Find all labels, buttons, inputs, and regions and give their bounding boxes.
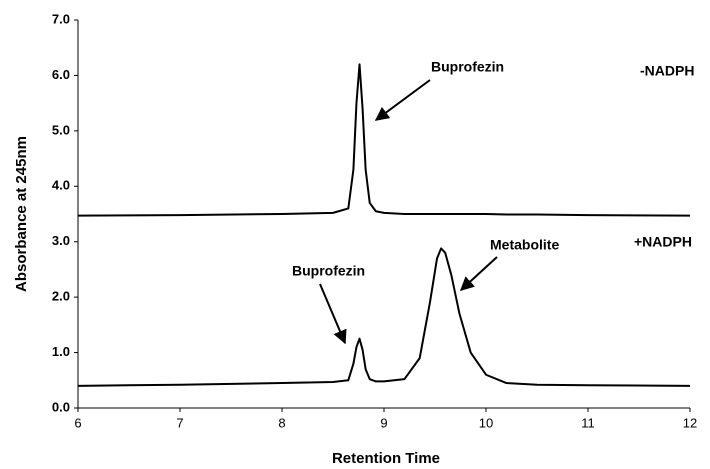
y-tick-label: 4.0 [52,178,70,193]
series-line [77,247,691,387]
arrow [374,79,431,121]
annotation: Buprofezin [431,59,504,75]
arrow [459,256,498,291]
y-axis-title: Absorbance at 245nm [13,136,30,292]
annotation: +NADPH [634,234,692,250]
arrow [319,283,347,345]
y-tick-label: 2.0 [52,289,70,304]
y-tick-label: 3.0 [52,233,70,248]
x-tick-label: 9 [380,415,387,430]
y-tick-label: 7.0 [52,11,70,26]
x-tick-label: 11 [581,415,595,430]
y-tick-label: 1.0 [52,344,70,359]
series-line [77,63,691,217]
y-tick-label: 5.0 [52,122,70,137]
x-axis-title: Retention Time [332,450,440,467]
x-tick-label: 10 [479,415,493,430]
x-tick-label: 8 [278,415,285,430]
x-tick-label: 7 [176,415,183,430]
x-tick-label: 6 [74,415,81,430]
y-tick-label: 6.0 [52,67,70,82]
annotation: Metabolite [490,237,559,253]
y-tick-label: 0.0 [52,399,70,414]
x-tick-label: 12 [683,415,697,430]
annotation: -NADPH [640,63,694,79]
annotation: Buprofezin [292,263,365,279]
